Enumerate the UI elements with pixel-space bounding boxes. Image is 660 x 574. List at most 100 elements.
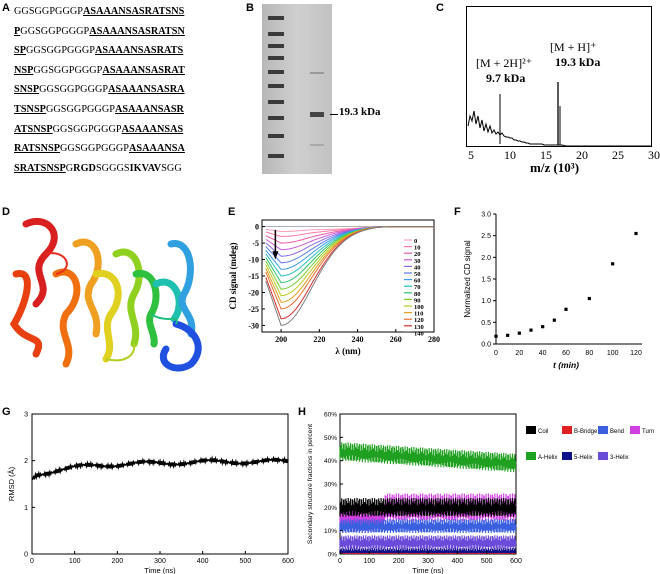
- sequence-line: SRATSNSPGRGDSGGGSIKVAVSGG: [14, 159, 242, 179]
- series-band: [339, 519, 517, 533]
- legend-label: 90: [414, 297, 421, 304]
- sequence-segment: GGSGGPGGGP: [33, 64, 103, 76]
- y-tick-label: 10%: [324, 528, 337, 535]
- y-tick-label: 0.5: [481, 320, 491, 327]
- ladder-band: [268, 16, 284, 20]
- series-band: [339, 535, 517, 550]
- y-tick-label: 20%: [324, 505, 337, 512]
- x-tick-label: 300: [422, 558, 434, 565]
- panel-label-h: H: [298, 406, 306, 418]
- sequence-segment: ASAAANSASRA: [108, 84, 185, 96]
- sequence-line: RATSNSPGGSGGPGGGPASAAANSA: [14, 139, 242, 159]
- ladder-band: [268, 154, 284, 158]
- legend-label: B-Bridge: [574, 429, 598, 435]
- sequence-segment: GGSGGPGGGP: [60, 143, 130, 155]
- panel-label-b: B: [246, 2, 254, 14]
- y-tick-label: 2.5: [481, 233, 491, 240]
- x-tick-label: 280: [428, 335, 440, 344]
- y-tick-label: 0%: [328, 552, 338, 559]
- gel-ladder: [268, 16, 284, 158]
- gel-band-faint-2: [310, 144, 324, 146]
- y-tick-label: 1: [24, 505, 28, 512]
- x-tick-label: 600: [282, 558, 294, 565]
- plot-frame: [339, 413, 517, 555]
- sequence-segment: NSP: [14, 64, 34, 76]
- sequence-segment: SNSP: [14, 84, 40, 96]
- series-band: [339, 442, 517, 473]
- sequence-segment: G: [65, 162, 74, 174]
- ladder-band: [268, 84, 284, 88]
- sequence-line: NSPGGSGGPGGGPASAAANSASRAT: [14, 61, 242, 81]
- data-point: [634, 231, 638, 236]
- x-tick-label: 200: [275, 335, 287, 344]
- x-axis-label: Time (ns): [412, 566, 444, 574]
- cd-curve: [265, 226, 435, 303]
- data-point: [587, 296, 591, 301]
- y-tick-label: -30: [248, 321, 259, 330]
- sequence-line: PGGSGGPGGGPASAAANSASRATSN: [14, 22, 242, 42]
- x-tick-label: 80: [585, 350, 593, 357]
- y-tick-label: -10: [248, 256, 259, 265]
- y-tick-label: -5: [252, 239, 259, 248]
- legend-label: 50: [414, 271, 421, 278]
- ladder-band: [268, 32, 284, 36]
- ms-x-tick: 30: [648, 148, 660, 162]
- legend-label: 40: [414, 264, 421, 271]
- data-point: [564, 307, 568, 311]
- legend-swatch: [562, 452, 572, 460]
- ms-trace: [467, 110, 651, 147]
- y-axis-label: RMSD (Å): [7, 466, 16, 501]
- legend-label: Bend: [610, 429, 624, 435]
- x-axis-label: t (min): [553, 360, 579, 370]
- ladder-band: [268, 44, 284, 48]
- sequence-segment: ASAAANSASRATSNS: [83, 6, 185, 17]
- legend-label: 3-Helix: [610, 455, 629, 461]
- secondary-structure-chart: 0 100 200 300 400 500 600 0% 10% 20% 30% 40% 50% 60% T…: [307, 412, 654, 574]
- y-tick-label: -20: [248, 288, 259, 297]
- x-axis-label: λ (nm): [335, 346, 360, 356]
- sequence-segment: ASAAANSASR: [114, 103, 184, 115]
- ladder-band: [268, 116, 284, 120]
- sequence-segment: ASAAANSA: [129, 143, 185, 155]
- data-point: [552, 318, 556, 322]
- ms-x-ticks: 5 10 15 20 25 30: [466, 148, 660, 162]
- panel-label-c: C: [436, 2, 444, 14]
- panel-label-a: A: [2, 2, 10, 14]
- x-tick-label: 220: [313, 335, 325, 344]
- ladder-band: [268, 70, 284, 74]
- sequence-line: SPGGSGGPGGGPASAAANSASRATS: [14, 41, 242, 61]
- legend-label: 100: [414, 304, 424, 311]
- ms-peak2-label: [M + H]⁺: [550, 40, 597, 54]
- x-tick-label: 0: [338, 558, 342, 565]
- sequence-line: ATSNSPGGSGGPGGGPASAAANSAS: [14, 120, 242, 140]
- y-axis-label: CD signal (mdeg): [228, 242, 238, 309]
- ms-x-tick: 15: [540, 148, 552, 162]
- sequence-segment: TSNSP: [14, 103, 46, 115]
- x-tick-label: 100: [363, 558, 375, 565]
- sequence-segment: ASAAANSAS: [121, 123, 184, 135]
- legend-label: 20: [414, 251, 421, 258]
- sequence-segment: GGSGGPGGGP: [52, 123, 122, 135]
- ladder-band: [268, 100, 284, 104]
- legend-swatch: [598, 426, 608, 434]
- data-point: [529, 328, 533, 332]
- legend-label: 30: [414, 258, 421, 265]
- y-tick-label: 1.0: [481, 298, 491, 305]
- x-tick-label: 200: [111, 558, 123, 565]
- ms-x-tick: 25: [612, 148, 624, 162]
- legend-label: 80: [414, 291, 421, 298]
- y-tick-label: -15: [248, 272, 259, 281]
- y-tick-label: 2: [24, 458, 28, 465]
- x-axis-label: Time (ns): [144, 566, 176, 574]
- sequence-segment: ASAAANSASRATSN: [89, 25, 185, 37]
- y-tick-label: 2.0: [481, 255, 491, 262]
- sequence-segment: SP: [14, 45, 26, 57]
- panel-label-d: D: [2, 206, 10, 218]
- ms-peak1-label: [M + 2H]²⁺: [476, 56, 533, 70]
- sequence-segment: GGSGGPGGGP: [26, 45, 95, 57]
- x-tick-label: 300: [154, 558, 166, 565]
- ms-peak2-value: 19.3 kDa: [555, 55, 601, 69]
- ms-peak1-value: 9.7 kDa: [486, 71, 526, 85]
- legend-swatch: [598, 452, 608, 460]
